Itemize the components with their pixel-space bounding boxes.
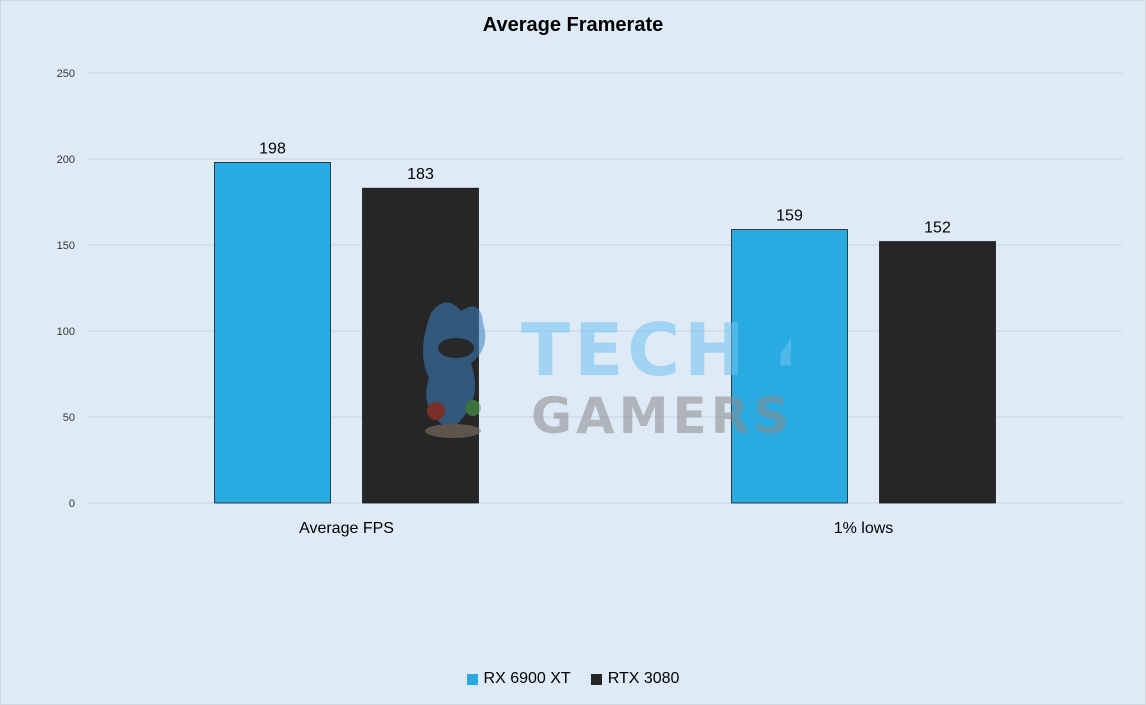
x-tick-labels: Average FPS 1% lows xyxy=(299,520,893,537)
data-label: 198 xyxy=(259,140,286,157)
legend: RX 6900 XT RTX 3080 xyxy=(1,670,1145,688)
mascot-icon xyxy=(422,302,486,438)
legend-swatch xyxy=(590,673,602,685)
legend-label: RTX 3080 xyxy=(607,670,680,687)
data-label: 159 xyxy=(776,208,803,225)
legend-label: RX 6900 XT xyxy=(483,670,571,687)
bar xyxy=(214,162,331,504)
legend-item: RTX 3080 xyxy=(590,670,680,688)
data-labels: 198 183 159 152 xyxy=(259,140,951,236)
watermark-logo: TECH 4 GAMERS xyxy=(422,302,791,443)
y-tick-labels: 0 50 100 150 200 250 xyxy=(57,68,75,510)
data-label: 183 xyxy=(407,166,434,183)
watermark-line-2: GAMERS xyxy=(531,387,791,443)
y-tick-label: 250 xyxy=(57,68,75,80)
x-tick-label: 1% lows xyxy=(834,520,894,537)
x-tick-label: Average FPS xyxy=(299,520,394,537)
y-tick-label: 200 xyxy=(57,154,75,166)
legend-swatch xyxy=(466,673,478,685)
chart-title: Average Framerate xyxy=(482,14,664,36)
y-tick-label: 150 xyxy=(57,240,75,252)
bar xyxy=(731,229,848,504)
bar xyxy=(879,241,996,504)
watermark-line-1: TECH 4 xyxy=(521,308,791,392)
y-tick-label: 100 xyxy=(57,326,75,338)
legend-item: RX 6900 XT xyxy=(466,670,571,688)
y-tick-label: 0 xyxy=(69,498,75,510)
y-tick-label: 50 xyxy=(63,412,75,424)
data-label: 152 xyxy=(924,220,951,237)
